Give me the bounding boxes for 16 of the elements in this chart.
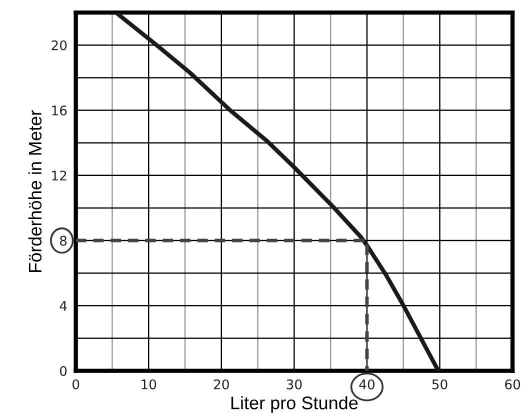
- x-tick-label: 50: [432, 379, 448, 390]
- y-tick-label: 12: [52, 170, 66, 180]
- y-axis-title: Förderhöhe in Meter: [28, 110, 42, 272]
- y-tick-label: 20: [52, 40, 67, 50]
- line-series: [116, 12, 440, 371]
- y-tick-label: 0: [60, 366, 67, 376]
- y-tick-label: 4: [60, 301, 67, 311]
- y-tick-label: 8: [60, 236, 67, 246]
- x-tick-label: 10: [142, 379, 156, 390]
- x-tick-label: 40: [359, 379, 374, 390]
- x-tick-label: 60: [505, 379, 520, 390]
- x-axis-title: Liter pro Stunde: [231, 396, 358, 413]
- x-tick-label: 30: [286, 379, 302, 390]
- x-tick-label: 0: [72, 379, 80, 390]
- x-tick-label: 20: [214, 379, 229, 390]
- y-tick-label: 16: [52, 105, 67, 116]
